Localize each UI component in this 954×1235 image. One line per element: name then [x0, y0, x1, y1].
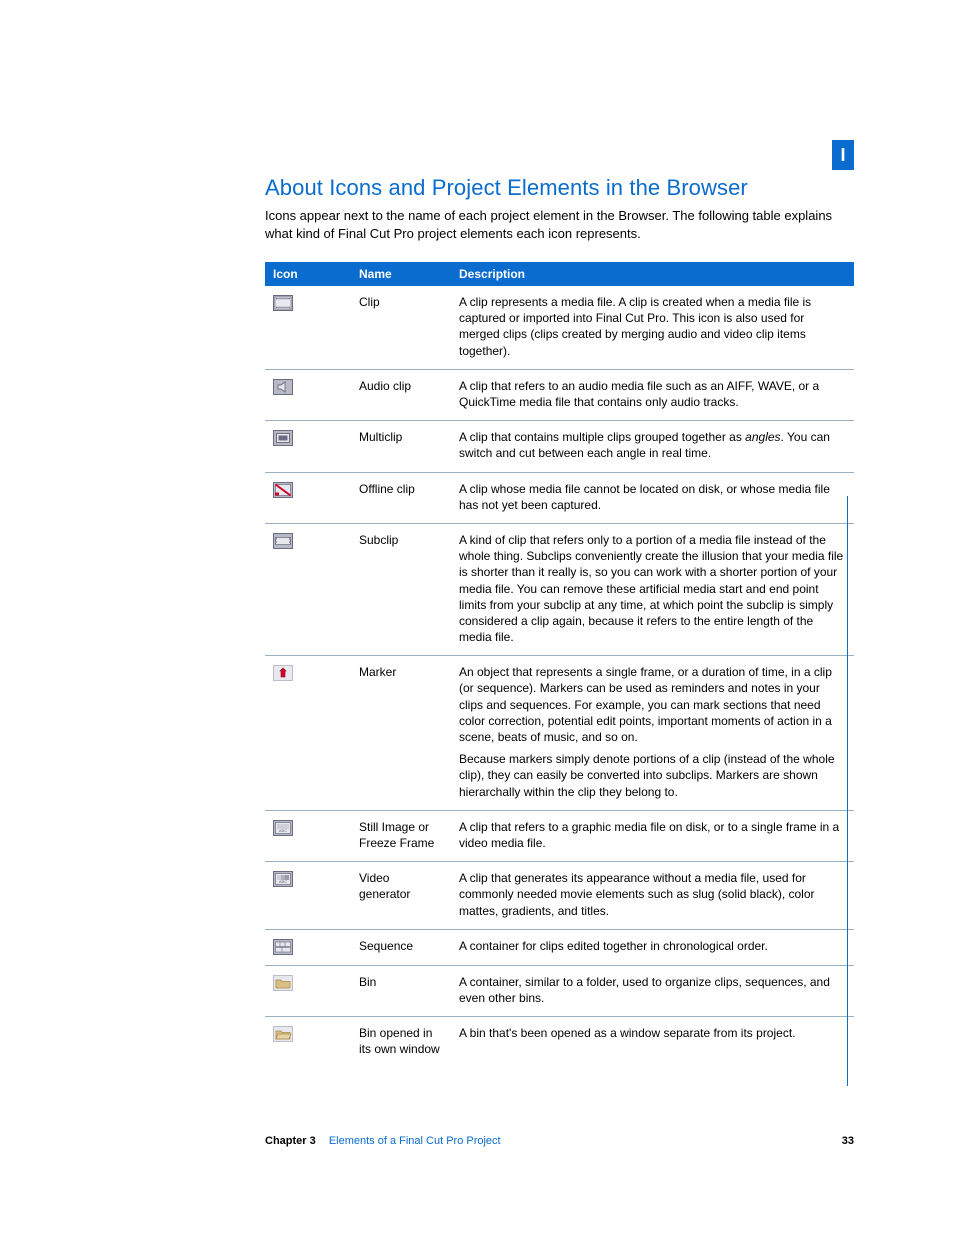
- cell-icon: [265, 421, 351, 472]
- description-text: A clip whose media file cannot be locate…: [459, 481, 846, 513]
- cell-name: Bin: [351, 965, 451, 1016]
- table-row: MarkerAn object that represents a single…: [265, 656, 854, 811]
- video-generator-icon: [273, 871, 293, 887]
- side-rule: [847, 496, 848, 1086]
- cell-icon: [265, 862, 351, 930]
- col-header-icon: Icon: [265, 262, 351, 286]
- cell-icon: [265, 965, 351, 1016]
- cell-name: Offline clip: [351, 472, 451, 523]
- cell-description: A clip that contains multiple clips grou…: [451, 421, 854, 472]
- cell-icon: [265, 929, 351, 965]
- description-text: A container for clips edited together in…: [459, 938, 846, 954]
- table-row: Video generatorA clip that generates its…: [265, 862, 854, 930]
- cell-icon: [265, 369, 351, 420]
- description-text: A kind of clip that refers only to a por…: [459, 532, 846, 645]
- audio-clip-icon: [273, 379, 293, 395]
- marker-icon: [273, 665, 293, 681]
- table-row: Offline clipA clip whose media file cann…: [265, 472, 854, 523]
- description-text: A bin that's been opened as a window sep…: [459, 1025, 846, 1041]
- description-text: An object that represents a single frame…: [459, 664, 846, 745]
- cell-icon: [265, 1017, 351, 1068]
- table-row: SubclipA kind of clip that refers only t…: [265, 523, 854, 655]
- page-content: About Icons and Project Elements in the …: [0, 0, 954, 1067]
- col-header-desc: Description: [451, 262, 854, 286]
- bin-open-icon: [273, 1026, 293, 1042]
- cell-name: Marker: [351, 656, 451, 811]
- table-row: BinA container, similar to a folder, use…: [265, 965, 854, 1016]
- icons-table: Icon Name Description ClipA clip represe…: [265, 262, 854, 1067]
- table-header-row: Icon Name Description: [265, 262, 854, 286]
- cell-name: Subclip: [351, 523, 451, 655]
- sequence-icon: [273, 939, 293, 955]
- chapter-label: Chapter 3: [265, 1135, 316, 1147]
- cell-name: Multiclip: [351, 421, 451, 472]
- clip-icon: [273, 295, 293, 311]
- intro-paragraph: Icons appear next to the name of each pr…: [265, 207, 854, 242]
- cell-description: A clip that refers to an audio media fil…: [451, 369, 854, 420]
- cell-icon: [265, 523, 351, 655]
- page-number: 33: [842, 1135, 854, 1147]
- cell-icon: [265, 472, 351, 523]
- offline-clip-icon: [273, 482, 293, 498]
- cell-description: A container, similar to a folder, used t…: [451, 965, 854, 1016]
- col-header-name: Name: [351, 262, 451, 286]
- cell-name: Sequence: [351, 929, 451, 965]
- multiclip-icon: [273, 430, 293, 446]
- bin-icon: [273, 975, 293, 991]
- table-row: Bin opened in its own window A bin that's…: [265, 1017, 854, 1068]
- description-text: A clip that contains multiple clips grou…: [459, 429, 846, 461]
- table-row: ClipA clip represents a media file. A cl…: [265, 286, 854, 369]
- cell-name: Clip: [351, 286, 451, 369]
- description-text: A clip represents a media file. A clip i…: [459, 294, 846, 359]
- cell-description: An object that represents a single frame…: [451, 656, 854, 811]
- subclip-icon: [273, 533, 293, 549]
- cell-name: Bin opened in its own window: [351, 1017, 451, 1068]
- cell-description: A clip whose media file cannot be locate…: [451, 472, 854, 523]
- cell-name: Video generator: [351, 862, 451, 930]
- table-row: MulticlipA clip that contains multiple c…: [265, 421, 854, 472]
- cell-name: Still Image or Freeze Frame: [351, 810, 451, 861]
- page-footer: Chapter 3 Elements of a Final Cut Pro Pr…: [265, 1135, 854, 1147]
- cell-description: A bin that's been opened as a window sep…: [451, 1017, 854, 1068]
- page-heading: About Icons and Project Elements in the …: [265, 175, 854, 201]
- cell-description: A clip that generates its appearance wit…: [451, 862, 854, 930]
- cell-name: Audio clip: [351, 369, 451, 420]
- description-text: A clip that generates its appearance wit…: [459, 870, 846, 919]
- cell-icon: [265, 286, 351, 369]
- description-text: Because markers simply denote portions o…: [459, 751, 846, 800]
- table-row: Sequence A container for clips edited tog…: [265, 929, 854, 965]
- cell-description: A clip that refers to a graphic media fi…: [451, 810, 854, 861]
- description-text: A clip that refers to a graphic media fi…: [459, 819, 846, 851]
- chapter-title: Elements of a Final Cut Pro Project: [329, 1135, 501, 1147]
- table-row: Still Image or Freeze FrameA clip that r…: [265, 810, 854, 861]
- table-row: Audio clipA clip that refers to an audio…: [265, 369, 854, 420]
- cell-icon: [265, 810, 351, 861]
- still-image-icon: [273, 820, 293, 836]
- cell-description: A container for clips edited together in…: [451, 929, 854, 965]
- description-text: A clip that refers to an audio media fil…: [459, 378, 846, 410]
- cell-icon: [265, 656, 351, 811]
- cell-description: A clip represents a media file. A clip i…: [451, 286, 854, 369]
- section-tab: I: [832, 140, 854, 170]
- cell-description: A kind of clip that refers only to a por…: [451, 523, 854, 655]
- description-text: A container, similar to a folder, used t…: [459, 974, 846, 1006]
